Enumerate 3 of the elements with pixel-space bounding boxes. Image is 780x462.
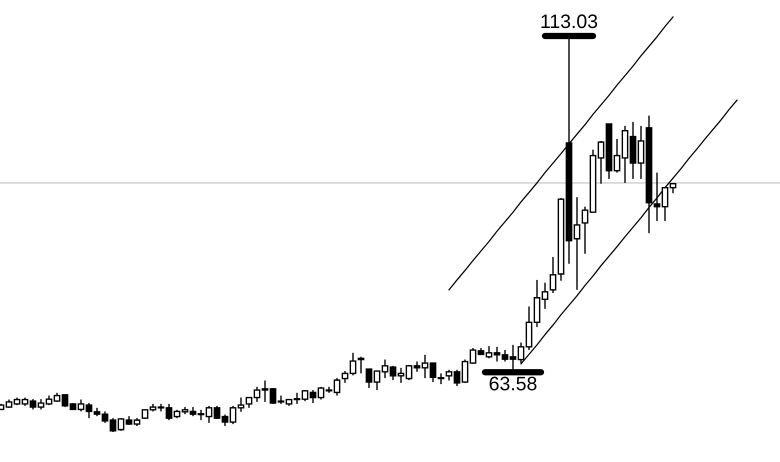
annotation: 113.03	[541, 14, 598, 28]
candlestick	[358, 356, 364, 374]
annotation: 63.58	[490, 376, 536, 390]
